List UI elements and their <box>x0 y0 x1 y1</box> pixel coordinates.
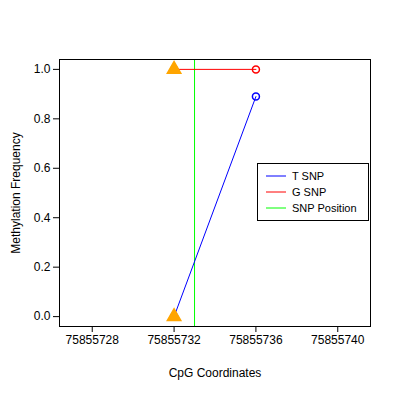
svg-text:0.8: 0.8 <box>34 112 51 126</box>
svg-text:0.4: 0.4 <box>34 211 51 225</box>
svg-text:CpG Coordinates: CpG Coordinates <box>169 366 262 380</box>
svg-text:75855736: 75855736 <box>229 333 283 347</box>
svg-text:0.2: 0.2 <box>34 260 51 274</box>
svg-text:75855728: 75855728 <box>66 333 120 347</box>
svg-text:Methylation Frequency: Methylation Frequency <box>9 132 23 253</box>
svg-text:75855732: 75855732 <box>147 333 201 347</box>
html-text:T SNP: T SNP <box>292 170 325 182</box>
html-text:G SNP: G SNP <box>292 186 327 198</box>
svg-text:0.6: 0.6 <box>34 161 51 175</box>
svg-text:0.0: 0.0 <box>34 309 51 323</box>
svg-text:75855740: 75855740 <box>311 333 365 347</box>
svg-text:1.0: 1.0 <box>34 62 51 76</box>
html-text:SNP Position: SNP Position <box>292 202 357 214</box>
